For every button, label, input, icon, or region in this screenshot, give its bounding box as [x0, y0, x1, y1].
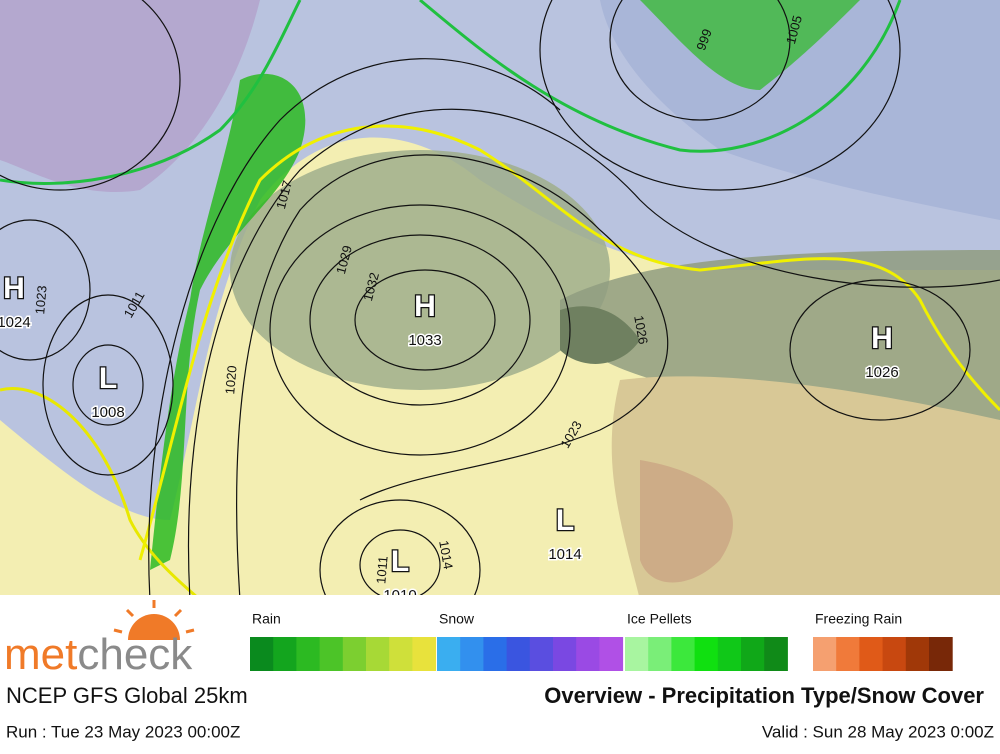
legend-swatch — [929, 637, 953, 671]
snow-line — [0, 387, 197, 595]
legend-swatch — [389, 637, 413, 671]
isobar — [148, 58, 561, 595]
isobar-label: 1026 — [631, 314, 651, 345]
legend-swatch — [717, 637, 742, 671]
map-labels: H1033L1008H1026L1014L1010H10241017102910… — [0, 14, 900, 606]
pressure-symbol: H — [414, 290, 436, 323]
brand-logo: metcheck — [4, 630, 193, 679]
isobar-label: 1032 — [360, 271, 382, 303]
isobar-label: 1020 — [222, 365, 239, 395]
isobar — [269, 204, 571, 456]
legend-label: Freezing Rain — [815, 611, 902, 627]
chart-title: Overview - Precipitation Type/Snow Cover — [544, 683, 984, 708]
rain-north — [640, 0, 860, 90]
europe-zone — [560, 250, 1000, 430]
snow-line — [138, 124, 1000, 561]
isobar — [354, 269, 496, 371]
map-layer — [0, 0, 1000, 595]
legend-swatch — [529, 637, 554, 671]
legend-swatch — [553, 637, 577, 671]
legend-swatch — [882, 637, 907, 671]
sun-ray — [185, 628, 195, 634]
pressure-symbol: H — [871, 322, 893, 355]
legend-swatch — [859, 637, 884, 671]
legend-swatch — [319, 637, 344, 671]
sun-rays — [113, 600, 195, 634]
legend-swatch — [764, 637, 788, 671]
pressure-symbol: H — [3, 272, 25, 305]
valid-time: Valid : Sun 28 May 2023 0:00Z — [762, 722, 994, 741]
legend-swatch — [741, 637, 765, 671]
legend-swatch — [599, 637, 624, 671]
isobar — [319, 499, 481, 595]
legend-swatch — [366, 637, 390, 671]
isobar-label: 1011 — [373, 555, 390, 584]
isobar — [539, 0, 901, 191]
pressure-value: 1033 — [408, 332, 441, 349]
brand-icon — [113, 600, 195, 640]
legend-label: Rain — [252, 611, 281, 627]
greenland-snow — [0, 0, 260, 193]
isobar — [0, 0, 181, 191]
isobar — [72, 344, 144, 426]
legend-swatch — [342, 637, 367, 671]
isobar — [789, 279, 971, 421]
isobar — [0, 219, 91, 361]
legend-swatch — [412, 637, 437, 671]
legend-swatch — [460, 637, 484, 671]
isobar-label: 999 — [693, 27, 715, 53]
isobar — [609, 0, 791, 121]
pressure-value: 1026 — [865, 364, 898, 381]
pressure-value: 1024 — [0, 314, 31, 331]
sun-ray — [173, 608, 183, 618]
isobar-label: 1005 — [783, 14, 805, 46]
legend-swatch — [813, 637, 837, 671]
model-name: NCEP GFS Global 25km — [6, 683, 248, 708]
brand-part: met — [4, 630, 77, 679]
legend-swatch — [671, 637, 696, 671]
pressure-value: 1014 — [548, 546, 581, 563]
isobar-label: 1017 — [273, 179, 295, 211]
sun-ray — [113, 628, 123, 634]
freezing-line — [419, 0, 902, 153]
british-isles — [560, 306, 640, 364]
legend-swatch — [273, 637, 297, 671]
isobar — [359, 529, 441, 595]
run-time: Run : Tue 23 May 2023 00:00Z — [6, 722, 240, 741]
pressure-symbol: L — [391, 545, 409, 578]
legend-swatch — [648, 637, 672, 671]
freezing-line — [0, 0, 302, 185]
legend-label: Snow — [439, 611, 475, 627]
pressure-value: 1008 — [91, 404, 124, 421]
legend-swatch — [576, 637, 600, 671]
isobar-label: 1023 — [32, 285, 49, 315]
legend-swatch — [694, 637, 719, 671]
isobar — [309, 234, 531, 406]
rain-band — [150, 73, 306, 570]
isobar-label: 1029 — [333, 244, 355, 276]
isobar — [42, 294, 174, 476]
legend-swatch — [905, 637, 930, 671]
pressure-symbol: L — [556, 504, 574, 537]
sun-ray — [125, 608, 135, 618]
sun-icon — [128, 614, 180, 640]
legend-swatch — [836, 637, 860, 671]
brand-part: check — [77, 630, 193, 679]
isobars — [0, 0, 1000, 595]
legend-swatch — [296, 637, 321, 671]
legend-label: Ice Pellets — [627, 611, 692, 627]
isobar — [236, 154, 669, 595]
iberia-relief — [640, 460, 733, 583]
legend-swatch — [625, 637, 649, 671]
legend: Rain Snow Ice Pellets Freezing Rain — [250, 611, 953, 671]
legend-swatch — [250, 637, 274, 671]
legend-swatch — [437, 637, 461, 671]
legend-swatch — [506, 637, 531, 671]
isobar-label: 1014 — [436, 539, 456, 570]
isobar — [187, 108, 1000, 595]
pressure-symbol: L — [99, 362, 117, 395]
legend-swatch — [483, 637, 508, 671]
